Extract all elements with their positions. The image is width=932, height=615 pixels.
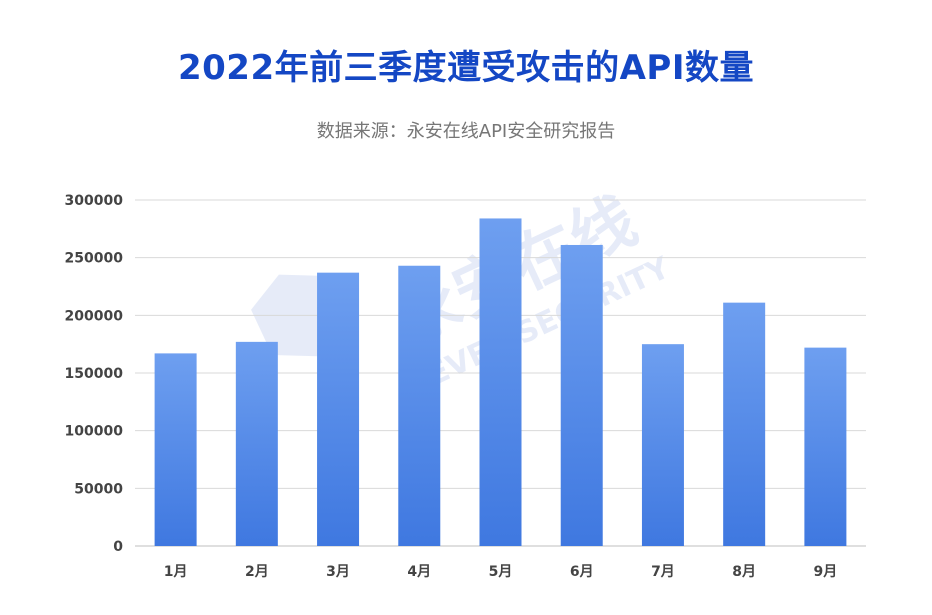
y-tick-label: 0 <box>113 539 123 555</box>
x-tick-label: 8月 <box>732 564 756 580</box>
x-tick-label: 5月 <box>489 564 513 580</box>
y-tick-label: 50000 <box>74 481 123 497</box>
bar <box>804 347 847 546</box>
bar <box>479 218 522 546</box>
x-tick-label: 2月 <box>245 564 269 580</box>
y-tick-label: 200000 <box>65 308 124 324</box>
bar <box>560 244 603 547</box>
watermark-logo: 永安在线 EVER SECURITY <box>251 184 676 393</box>
x-tick-label: 3月 <box>326 564 350 580</box>
x-tick-label: 4月 <box>407 564 431 580</box>
chart-title: 2022年前三季度遭受攻击的API数量 <box>177 48 754 88</box>
bar <box>317 272 360 546</box>
bar <box>723 302 766 546</box>
x-tick-label: 7月 <box>651 564 675 580</box>
y-tick-label: 100000 <box>65 424 124 440</box>
bar <box>154 353 197 546</box>
y-tick-label: 150000 <box>65 366 124 382</box>
bar <box>641 344 684 546</box>
x-tick-label: 6月 <box>570 564 594 580</box>
y-tick-label: 300000 <box>65 193 124 209</box>
x-tick-label: 1月 <box>164 564 188 580</box>
y-tick-label: 250000 <box>65 251 124 267</box>
x-tick-label: 9月 <box>814 564 838 580</box>
chart-subtitle: 数据来源：永安在线API安全研究报告 <box>316 121 616 142</box>
bar <box>398 265 441 546</box>
bar <box>235 341 278 546</box>
